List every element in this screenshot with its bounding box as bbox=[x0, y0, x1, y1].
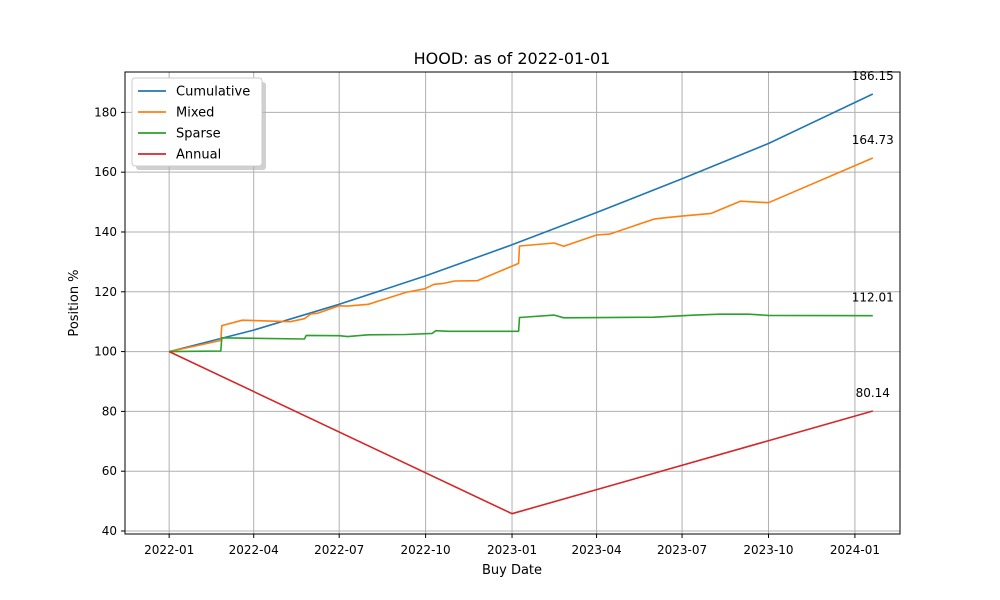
x-tick-label: 2023-01 bbox=[487, 543, 537, 557]
x-tick-label: 2023-10 bbox=[743, 543, 793, 557]
y-axis-ticks: 40 60 80 100 120 140 160 180 bbox=[94, 105, 125, 538]
end-value-label: 80.14 bbox=[856, 386, 890, 400]
legend-label: Sparse bbox=[176, 127, 221, 142]
end-value-label: 164.73 bbox=[852, 133, 894, 147]
legend-entries: Cumulative Mixed Sparse Annual bbox=[138, 85, 250, 163]
end-value-label: 186.15 bbox=[852, 69, 894, 83]
chart-title: HOOD: as of 2022-01-01 bbox=[414, 49, 611, 68]
x-tick-label: 2022-04 bbox=[229, 543, 279, 557]
x-tick-label: 2022-07 bbox=[314, 543, 364, 557]
y-tick-label: 160 bbox=[94, 165, 117, 179]
y-tick-label: 120 bbox=[94, 285, 117, 299]
y-tick-label: 80 bbox=[102, 404, 117, 418]
legend-label: Cumulative bbox=[176, 85, 250, 100]
series-line-sparse bbox=[169, 313, 873, 353]
x-axis-label: Buy Date bbox=[482, 563, 542, 578]
y-tick-label: 140 bbox=[94, 225, 117, 239]
end-value-label: 112.01 bbox=[852, 291, 894, 305]
legend: Cumulative Mixed Sparse Annual bbox=[131, 77, 266, 170]
legend-label: Mixed bbox=[176, 106, 214, 121]
x-axis-ticks: 2022-01 2022-04 2022-07 2022-10 2023-01 2023-… bbox=[144, 534, 880, 557]
legend-label: Annual bbox=[176, 148, 221, 163]
x-tick-label: 2022-10 bbox=[401, 543, 451, 557]
legend-box bbox=[131, 77, 263, 167]
y-tick-label: 40 bbox=[102, 524, 117, 538]
x-tick-label: 2024-01 bbox=[830, 543, 880, 557]
series-line-mixed bbox=[169, 157, 874, 353]
y-axis-label: Position % bbox=[67, 269, 82, 336]
grid bbox=[125, 72, 900, 534]
y-tick-label: 60 bbox=[102, 464, 117, 478]
y-tick-label: 180 bbox=[94, 105, 117, 119]
y-tick-label: 100 bbox=[94, 345, 117, 359]
series-lines bbox=[168, 93, 874, 515]
end-labels: 186.15 164.73 112.01 80.14 bbox=[852, 69, 894, 400]
x-tick-label: 2022-01 bbox=[144, 543, 194, 557]
series-line-annual bbox=[168, 350, 874, 515]
x-tick-label: 2023-04 bbox=[572, 543, 622, 557]
x-tick-label: 2023-07 bbox=[657, 543, 707, 557]
